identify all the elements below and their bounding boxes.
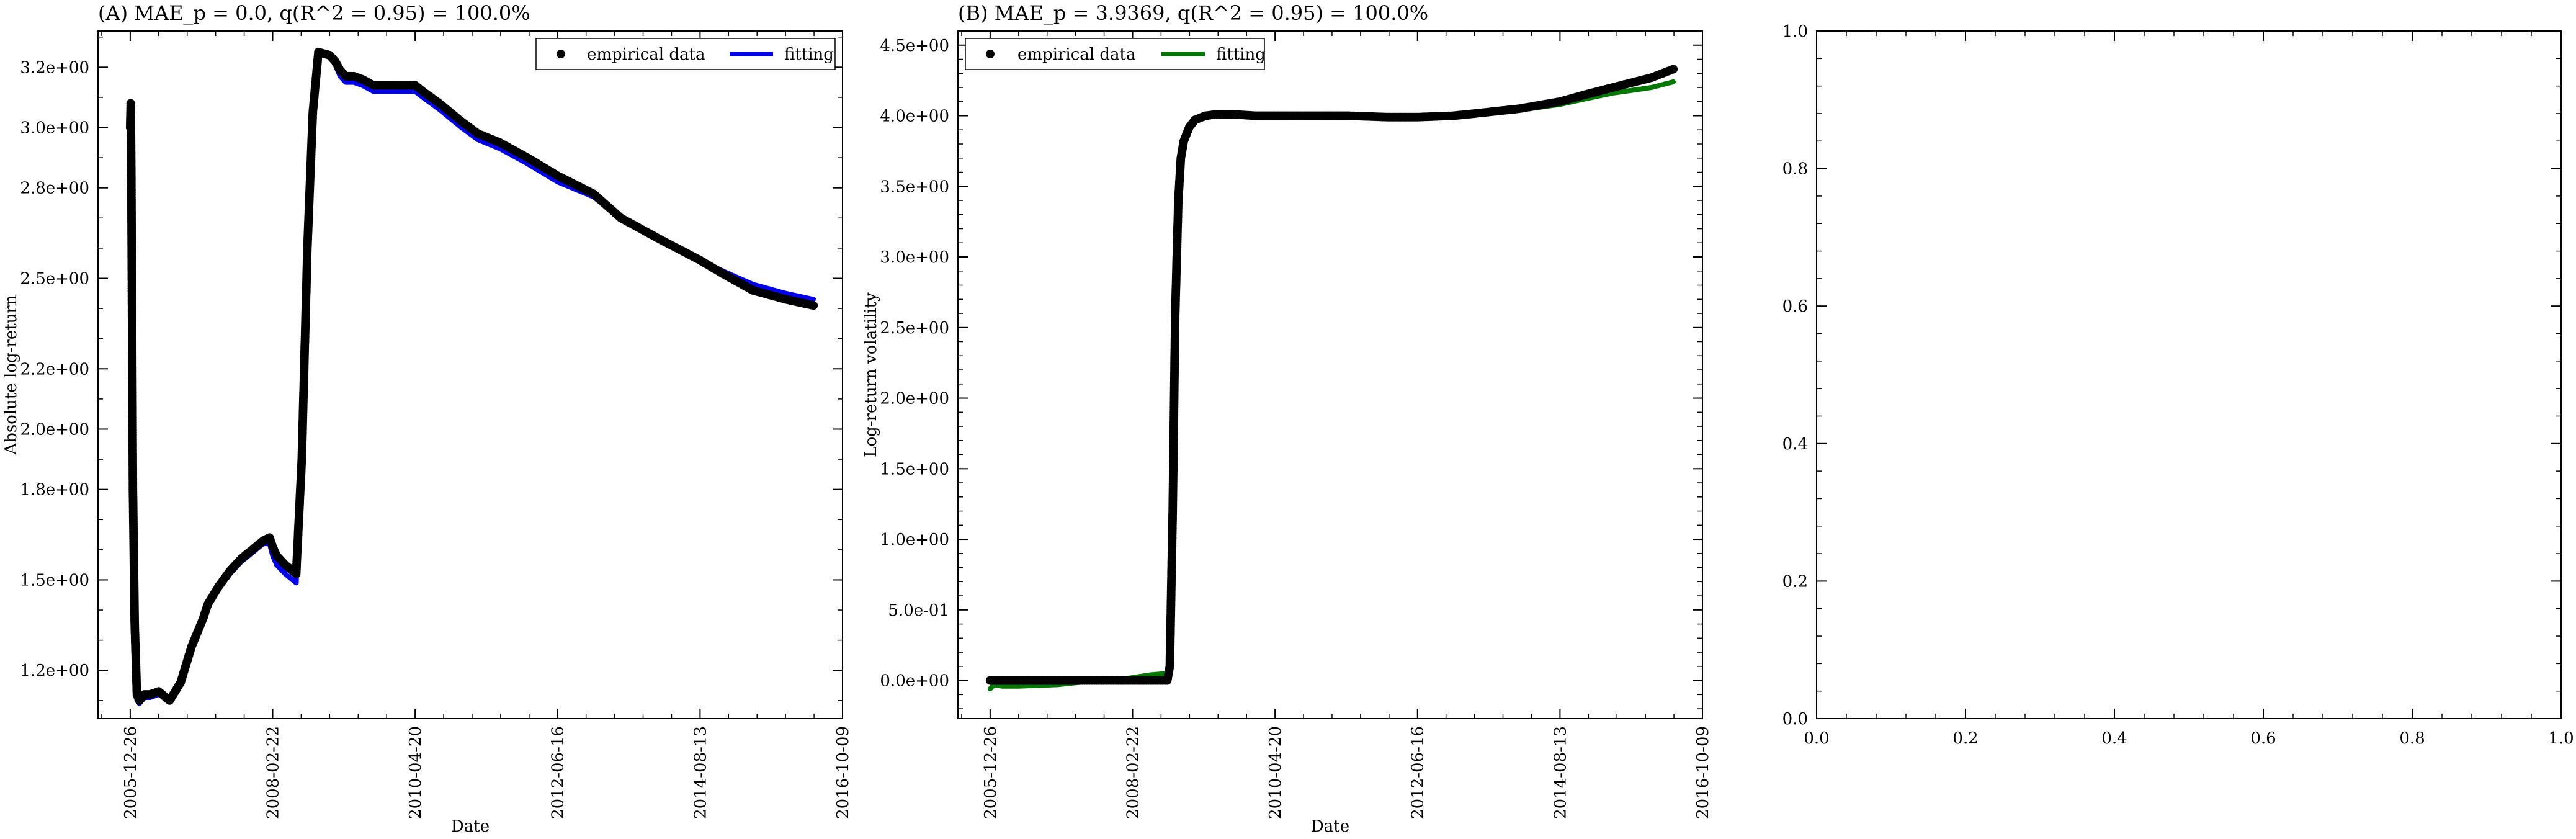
y-tick-label: 2.5e+00	[20, 269, 89, 288]
x-tick-label: 2012-06-16	[549, 726, 568, 819]
x-tick-label: 2005-12-26	[122, 726, 140, 819]
y-tick-label: 3.5e+00	[880, 177, 949, 196]
y-tick-label: 1.2e+00	[20, 662, 89, 680]
panel-b-legend-marker-empirical	[986, 50, 995, 58]
data-point	[1669, 65, 1678, 74]
panel-b-legend-box	[965, 38, 1265, 70]
x-tick-label: 0.6	[2250, 729, 2276, 748]
y-tick-label: 0.0e+00	[880, 672, 949, 691]
data-point	[809, 301, 818, 310]
y-tick-label: 1.5e+00	[20, 571, 89, 590]
series-line-fitting	[127, 50, 816, 706]
panel-a-legend-label-empirical: empirical data	[587, 45, 705, 64]
panel-b-title: (B) MAE_p = 3.9369, q(R^2 = 0.95) = 100.…	[958, 1, 1428, 25]
x-tick-label: 0.4	[2101, 729, 2127, 748]
panel-b-legend-label-empirical: empirical data	[1017, 45, 1135, 64]
y-tick-label: 0.4	[1782, 435, 1808, 454]
panel-a: (A) MAE_p = 0.0, q(R^2 = 0.95) = 100.0% …	[2, 1, 852, 836]
x-tick-label: 2012-06-16	[1409, 726, 1428, 819]
y-tick-label: 1.5e+00	[880, 460, 949, 478]
x-tick-label: 1.0	[2548, 729, 2574, 748]
panel-b: (B) MAE_p = 3.9369, q(R^2 = 0.95) = 100.…	[862, 1, 1712, 836]
y-tick-label: 2.5e+00	[880, 319, 949, 338]
y-tick-label: 0.0	[1782, 710, 1808, 729]
panel-a-ylabel: Absolute log-return	[2, 295, 20, 455]
panel-a-legend: empirical data fitting	[535, 38, 836, 70]
y-tick-label: 1.0e+00	[880, 531, 949, 549]
y-tick-label: 4.5e+00	[880, 37, 949, 55]
panel-b-frame	[957, 30, 1703, 719]
y-tick-label: 1.8e+00	[20, 481, 89, 500]
panel-b-legend: empirical data fitting	[965, 38, 1266, 70]
y-tick-label: 2.8e+00	[20, 179, 89, 198]
y-tick-label: 5.0e-01	[888, 601, 949, 620]
y-tick-label: 2.0e+00	[880, 390, 949, 408]
x-tick-label: 2016-10-09	[834, 726, 852, 819]
panel-a-legend-marker-empirical	[557, 50, 565, 58]
panel-a-frame	[97, 30, 843, 719]
x-tick-label: 2008-02-22	[264, 726, 282, 819]
y-tick-label: 1.0	[1782, 22, 1808, 41]
y-tick-label: 3.2e+00	[20, 58, 89, 77]
panel-c-ticks: 0.0 0.2 0.4 0.6 0.8 1.0 0.0 0.2 0.4 0.6 0.8 1.0	[1782, 22, 2574, 748]
y-tick-label: 3.0e+00	[880, 248, 949, 267]
x-tick-label: 2010-04-20	[406, 726, 425, 819]
panel-a-title: (A) MAE_p = 0.0, q(R^2 = 0.95) = 100.0%	[98, 1, 530, 25]
panel-b-legend-label-fitting: fitting	[1216, 45, 1266, 64]
panel-b-xlabel: Date	[1311, 817, 1349, 836]
x-tick-label: 0.2	[1952, 729, 1978, 748]
panel-b-ticks: 2005-12-26 2008-02-22 2010-04-20 2012-06-16…	[880, 30, 1712, 819]
x-tick-label: 2016-10-09	[1694, 726, 1712, 819]
x-tick-label: 2014-08-13	[691, 726, 710, 819]
x-tick-label: 2014-08-13	[1551, 726, 1570, 819]
panel-b-marks	[985, 65, 1678, 692]
x-tick-label: 0.0	[1804, 729, 1829, 748]
panel-c: 0.0 0.2 0.4 0.6 0.8 1.0 0.0 0.2 0.4 0.6 0.8 1.0	[1782, 22, 2574, 748]
y-tick-label: 4.0e+00	[880, 107, 949, 126]
panel-a-ticks: 2005-12-26 2008-02-22 2010-04-20 2012-06-16…	[20, 31, 852, 819]
y-tick-label: 2.2e+00	[20, 360, 89, 379]
panel-a-marks	[125, 48, 818, 706]
y-tick-label: 0.2	[1782, 572, 1808, 591]
x-tick-label: 2008-02-22	[1124, 726, 1142, 819]
panel-a-xlabel: Date	[451, 817, 490, 836]
panel-a-legend-box	[535, 38, 836, 70]
y-tick-label: 2.0e+00	[20, 420, 89, 439]
y-tick-label: 3.0e+00	[20, 119, 89, 138]
panel-b-ylabel: Log-return volatility	[862, 292, 880, 457]
panel-c-frame	[1816, 30, 2562, 719]
panel-a-legend-label-fitting: fitting	[784, 45, 834, 64]
x-tick-label: 0.8	[2399, 729, 2425, 748]
x-tick-label: 2005-12-26	[982, 726, 1000, 819]
y-tick-label: 0.6	[1782, 297, 1808, 316]
x-tick-label: 2010-04-20	[1266, 726, 1285, 819]
y-tick-label: 0.8	[1782, 160, 1808, 179]
series-line-fitting	[987, 79, 1676, 692]
